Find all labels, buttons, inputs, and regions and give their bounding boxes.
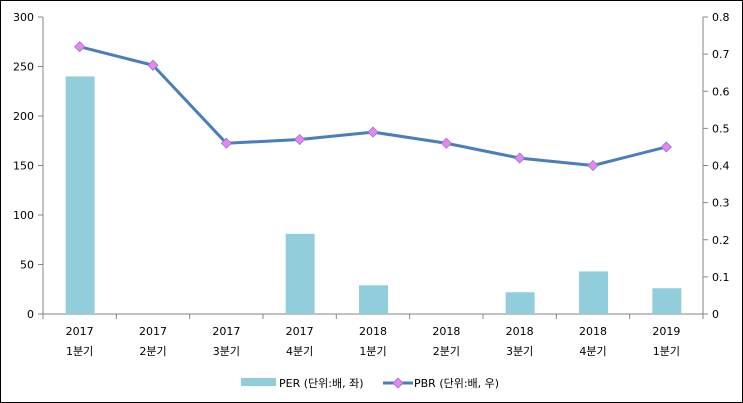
- pbr-marker: [440, 137, 452, 149]
- pbr-marker: [367, 126, 379, 138]
- per-bar: [285, 233, 315, 314]
- left-tick-label: 200: [13, 110, 34, 123]
- x-tick-label-year: 2019: [652, 325, 680, 338]
- x-tick-label-year: 2018: [579, 325, 607, 338]
- right-tick-label: 0.4: [712, 160, 730, 173]
- x-tick-label-quarter: 3분기: [506, 345, 533, 358]
- pbr-marker: [294, 133, 306, 146]
- x-tick-label-year: 2018: [432, 325, 460, 338]
- pbr-marker: [74, 41, 86, 53]
- x-tick-label-year: 2017: [212, 325, 240, 338]
- per-bar: [65, 76, 95, 315]
- right-tick-label: 0.3: [712, 197, 730, 210]
- legend-per-label: PER (단위:배, 좌): [279, 377, 364, 390]
- right-tick-label: 0: [712, 308, 719, 321]
- x-tick-label-quarter: 1분기: [359, 345, 386, 358]
- x-tick-label-quarter: 2분기: [433, 345, 460, 358]
- legend-per-swatch: [241, 378, 276, 386]
- x-tick-label-quarter: 1분기: [66, 345, 93, 358]
- left-tick-label: 150: [13, 160, 34, 173]
- pbr-marker: [514, 152, 526, 164]
- left-tick-label: 50: [20, 259, 34, 272]
- x-tick-label-year: 2017: [66, 325, 94, 338]
- x-tick-label-quarter: 4분기: [286, 345, 313, 358]
- x-tick-label-quarter: 4분기: [579, 345, 606, 358]
- x-tick-label-quarter: 2분기: [139, 345, 166, 358]
- pbr-marker: [660, 141, 672, 153]
- right-tick-label: 0.8: [712, 11, 730, 24]
- per-bar: [505, 292, 535, 314]
- x-tick-label-quarter: 3분기: [213, 345, 240, 358]
- right-tick-label: 0.2: [712, 234, 730, 247]
- right-tick-label: 0.5: [712, 122, 730, 135]
- left-tick-label: 250: [13, 61, 34, 74]
- right-tick-label: 0.1: [712, 271, 730, 284]
- per-bar: [652, 288, 682, 314]
- left-tick-label: 100: [13, 209, 34, 222]
- x-tick-label-quarter: 1분기: [653, 345, 680, 358]
- legend-pbr-marker: [392, 377, 404, 389]
- per-bar: [359, 285, 388, 314]
- right-tick-label: 0.7: [712, 48, 730, 61]
- pbr-line: [79, 45, 667, 167]
- left-tick-label: 0: [27, 308, 34, 321]
- right-tick-label: 0.6: [712, 85, 730, 98]
- x-tick-label-year: 2017: [286, 325, 314, 338]
- pbr-marker: [220, 137, 232, 149]
- left-tick-label: 300: [13, 11, 34, 24]
- x-tick-label-year: 2018: [506, 325, 534, 338]
- pbr-marker: [147, 59, 159, 71]
- per-bar: [579, 271, 608, 314]
- x-tick-label-year: 2018: [359, 325, 387, 338]
- pbr-marker: [587, 159, 599, 172]
- legend-pbr-label: PBR (단위:배, 우): [414, 377, 499, 390]
- x-tick-label-year: 2017: [139, 325, 167, 338]
